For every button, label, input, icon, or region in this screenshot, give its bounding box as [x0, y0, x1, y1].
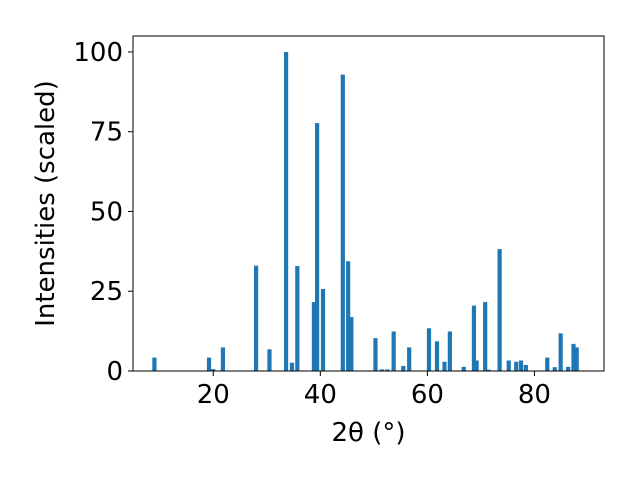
bar	[385, 369, 390, 371]
bar	[471, 305, 477, 371]
bar	[461, 366, 466, 371]
bar	[152, 357, 157, 371]
x-tick-label: 20	[197, 380, 230, 410]
x-tick-label: 80	[518, 380, 551, 410]
bar	[315, 123, 320, 371]
bar	[552, 367, 557, 371]
bar	[545, 357, 550, 371]
bar	[311, 302, 317, 371]
bar	[295, 266, 300, 371]
bar	[486, 369, 492, 371]
y-tick-label: 75	[90, 118, 123, 148]
bar	[474, 360, 479, 371]
bar	[289, 362, 295, 371]
bar	[346, 261, 351, 371]
bar	[211, 369, 216, 371]
bar	[558, 333, 563, 371]
bar	[254, 265, 259, 371]
bar	[571, 343, 576, 371]
bar	[349, 317, 354, 371]
bar	[373, 338, 378, 371]
bar	[426, 328, 432, 371]
bar	[483, 302, 488, 371]
y-tick-label: 0	[106, 357, 123, 387]
x-tick-label: 40	[304, 380, 337, 410]
bar	[434, 341, 440, 371]
y-tick-label: 50	[90, 197, 123, 227]
y-tick-label: 100	[73, 38, 123, 68]
bar	[407, 347, 412, 371]
bar	[566, 366, 571, 371]
bar	[220, 347, 226, 371]
x-axis-label: 2θ (°)	[331, 418, 405, 448]
bar	[497, 249, 502, 371]
bar	[574, 347, 579, 371]
bar	[206, 357, 212, 371]
y-axis-label: Intensities (scaled)	[31, 80, 61, 327]
bar	[523, 364, 528, 371]
bars-group	[152, 51, 579, 371]
x-axis-ticks: 20 40 60 80	[197, 371, 551, 410]
bar	[283, 51, 289, 371]
bar	[506, 360, 511, 371]
bar	[267, 349, 272, 371]
bar	[447, 331, 452, 371]
bar	[401, 365, 406, 371]
bar	[518, 360, 524, 371]
y-axis-ticks: 0 25 50 75 100	[73, 38, 133, 387]
bar	[391, 331, 396, 371]
bar	[379, 369, 384, 371]
bar	[320, 289, 326, 371]
bar	[442, 361, 447, 371]
bar	[514, 361, 519, 371]
y-tick-label: 25	[90, 277, 123, 307]
x-tick-label: 60	[411, 380, 444, 410]
plot-frame	[132, 35, 605, 372]
bar	[340, 74, 345, 371]
